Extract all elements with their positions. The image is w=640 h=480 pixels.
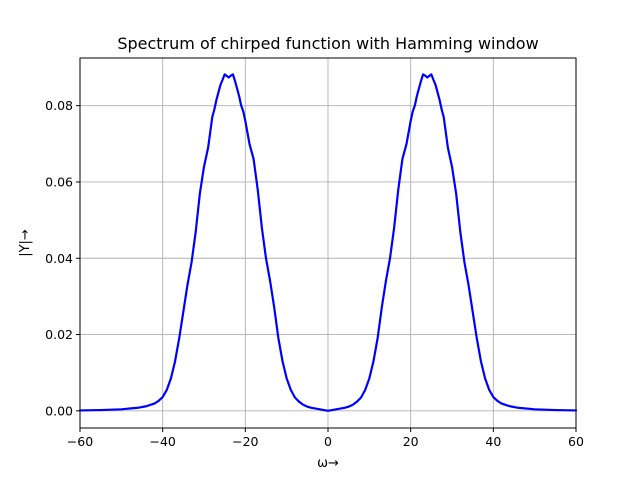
tick-layer: −60 −40 −20 0 20 40 60 0.00 0.02 0.04 0.06 0.08: [45, 98, 584, 449]
x-tick-label: −40: [149, 434, 175, 449]
y-axis-label: |Y|→: [18, 229, 33, 257]
y-tick-label: 0.02: [45, 327, 73, 342]
y-tick-label: 0.06: [45, 174, 73, 189]
x-tick-label: 40: [485, 434, 501, 449]
y-tick-label: 0.00: [45, 403, 73, 418]
y-tick-label: 0.08: [45, 98, 73, 113]
x-tick-label: 0: [324, 434, 332, 449]
x-axis-label: ω→: [317, 456, 339, 471]
x-tick-label: −20: [232, 434, 258, 449]
x-tick-label: −60: [67, 434, 93, 449]
x-tick-label: 60: [568, 434, 584, 449]
y-tick-label: 0.04: [45, 251, 73, 266]
chart-title: Spectrum of chirped function with Hammin…: [117, 34, 538, 53]
spectrum-line: [78, 73, 578, 412]
x-tick-label: 20: [403, 434, 419, 449]
series-layer: [78, 73, 578, 412]
